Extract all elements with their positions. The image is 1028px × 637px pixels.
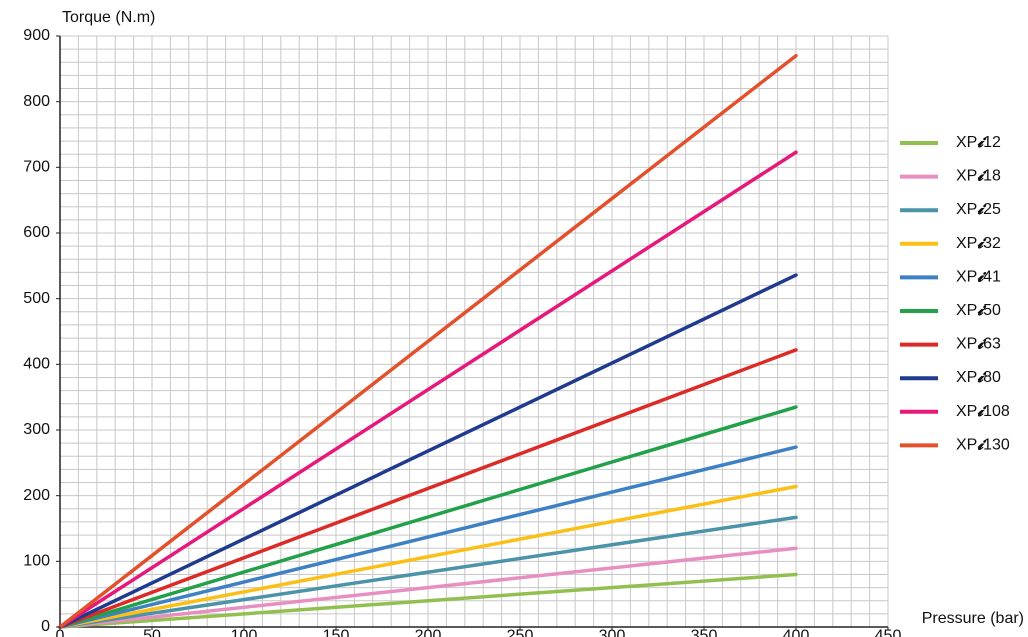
- x-tick-label: 450: [875, 627, 902, 637]
- y-axis-title: Torque (N.m): [62, 9, 155, 26]
- y-tick-label: 600: [23, 224, 50, 241]
- legend-label: XP𝓲25: [956, 201, 1001, 218]
- series-line-xpi12: [58, 572, 798, 629]
- x-tick-label: 250: [507, 627, 534, 637]
- legend-label: XP𝓲108: [956, 403, 1010, 420]
- x-tick-label: 150: [323, 627, 350, 637]
- y-tick-label: 700: [23, 159, 50, 176]
- x-axis-title: Pressure (bar): [922, 610, 1024, 627]
- legend-label: XP𝓲130: [956, 437, 1010, 454]
- series-line-xpi25: [58, 515, 798, 629]
- series-line-xpi80: [58, 273, 798, 629]
- x-tick-label: 50: [143, 627, 161, 637]
- legend-label: XP𝓲50: [956, 302, 1001, 319]
- y-tick-label: 300: [23, 421, 50, 438]
- series-lines: [58, 53, 798, 629]
- series-line-xpi18: [58, 546, 798, 629]
- grid: [59, 35, 889, 628]
- series-line-xpi50: [58, 405, 798, 629]
- legend-label: XP𝓲80: [956, 369, 1001, 386]
- x-tick-label: 100: [231, 627, 258, 637]
- x-tick-label: 300: [599, 627, 626, 637]
- x-tick-label: 400: [783, 627, 810, 637]
- x-tick-label: 350: [691, 627, 718, 637]
- y-tick-label: 800: [23, 93, 50, 110]
- legend-label: XP𝓲41: [956, 269, 1001, 286]
- axes: [59, 36, 888, 628]
- legend-item: XP𝓲12: [900, 134, 1001, 151]
- legend-item: XP𝓲18: [900, 168, 1001, 185]
- legend-label: XP𝓲18: [956, 168, 1001, 185]
- series-line-xpi130: [58, 53, 798, 629]
- y-tick-label: 400: [23, 356, 50, 373]
- y-tick-label: 100: [23, 553, 50, 570]
- y-tick-label: 0: [41, 618, 50, 635]
- legend-item: XP𝓲25: [900, 201, 1001, 218]
- legend-label: XP𝓲12: [956, 134, 1001, 151]
- legend-item: XP𝓲108: [900, 403, 1010, 420]
- legend-label: XP𝓲63: [956, 336, 1001, 353]
- y-tick-label: 900: [23, 27, 50, 44]
- legend: XP𝓲12 XP𝓲18 XP𝓲25 XP𝓲32 XP𝓲41 XP𝓲50 XP𝓲63 XP𝓲80…: [900, 134, 1010, 454]
- legend-item: XP𝓲130: [900, 437, 1010, 454]
- legend-label: XP𝓲32: [956, 235, 1001, 252]
- tick-labels: 0 50 100 150 200 250 300 350 400 450 0 100 200 300 400…: [23, 27, 901, 637]
- legend-item: XP𝓲41: [900, 269, 1001, 286]
- series-line-xpi32: [58, 484, 798, 629]
- legend-item: XP𝓲80: [900, 369, 1001, 386]
- x-tick-label: 0: [56, 627, 65, 637]
- legend-item: XP𝓲32: [900, 235, 1001, 252]
- series-line-xpi63: [58, 348, 798, 629]
- series-line-xpi108: [58, 150, 798, 629]
- legend-item: XP𝓲63: [900, 336, 1001, 353]
- x-tick-label: 200: [415, 627, 442, 637]
- y-tick-label: 200: [23, 487, 50, 504]
- series-line-xpi41: [58, 445, 798, 629]
- y-tick-label: 500: [23, 290, 50, 307]
- legend-item: XP𝓲50: [900, 302, 1001, 319]
